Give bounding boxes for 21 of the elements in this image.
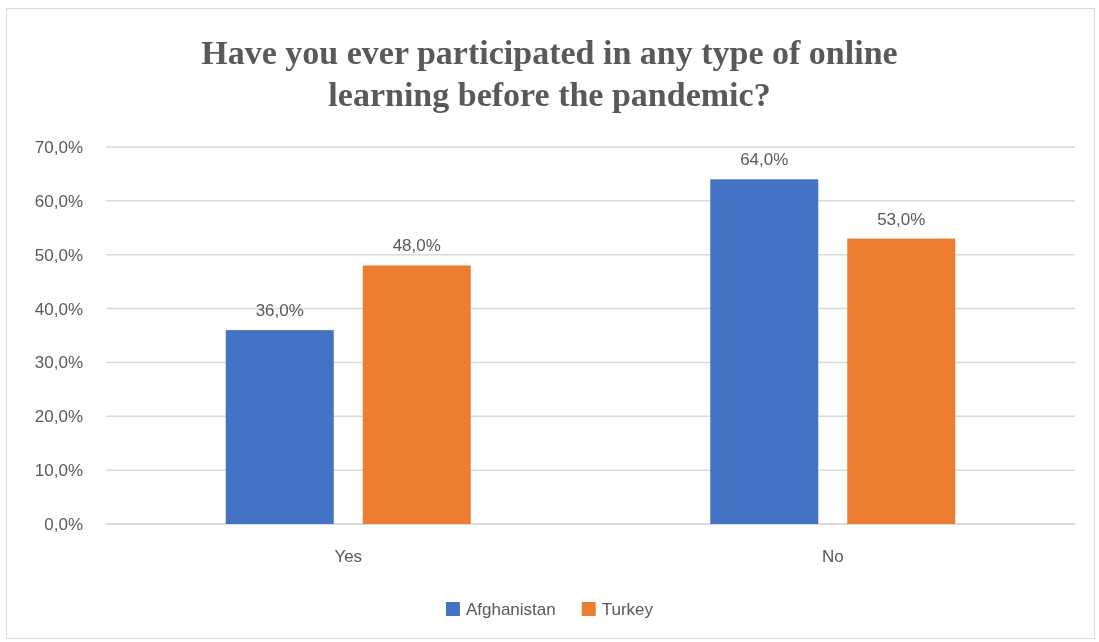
data-label: 48,0%	[392, 236, 441, 256]
y-tick-label: 40,0%	[34, 299, 83, 319]
x-tick-label: Yes	[334, 546, 363, 566]
legend-label: Afghanistan	[465, 599, 556, 619]
y-tick-label: 70,0%	[34, 137, 83, 157]
y-tick-label: 20,0%	[34, 407, 83, 427]
data-label: 53,0%	[877, 209, 926, 229]
y-tick-label: 0,0%	[44, 514, 83, 534]
x-tick-label: No	[821, 546, 844, 566]
legend-label: Turkey	[601, 599, 654, 619]
y-tick-label: 60,0%	[34, 191, 83, 211]
data-label: 36,0%	[255, 301, 304, 321]
y-tick-label: 30,0%	[34, 353, 83, 373]
data-label: 64,0%	[740, 150, 789, 170]
y-tick-label: 50,0%	[34, 245, 83, 265]
bar	[362, 265, 471, 524]
bar	[710, 179, 819, 524]
y-tick-label: 10,0%	[34, 461, 83, 481]
bar	[225, 330, 334, 524]
chart-title: Have you ever participated in any type of online learning before the pandemic?	[201, 34, 898, 113]
bar	[847, 238, 956, 524]
